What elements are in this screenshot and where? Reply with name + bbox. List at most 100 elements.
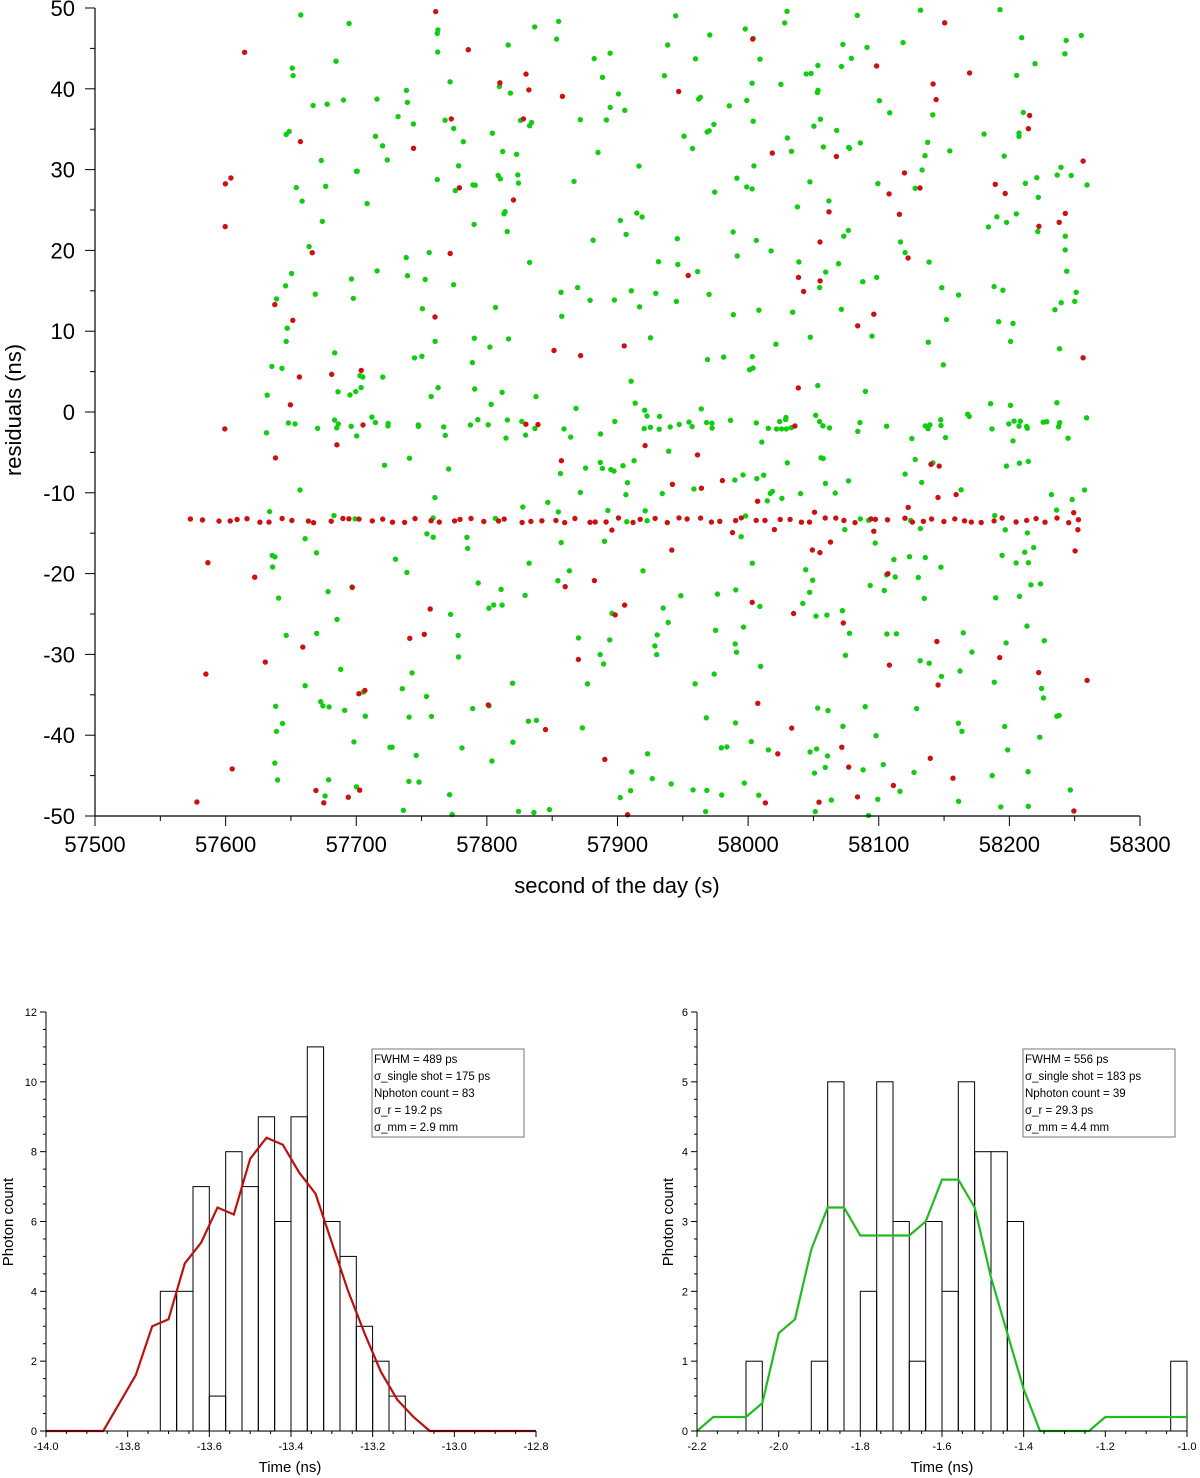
stat-sigma-single-shot: σ_single shot = 175 ps [374, 1071, 490, 1083]
scatter-point-green [292, 421, 298, 427]
scatter-point-red [941, 518, 947, 525]
scatter-point-green [740, 624, 747, 630]
histogram-x-tick-label: -13.4 [278, 1441, 303, 1453]
scatter-point-green [897, 239, 904, 245]
scatter-point-red [539, 518, 545, 524]
scatter-point-red [991, 518, 997, 524]
scatter-point-red [1033, 515, 1039, 522]
scatter-point-green [820, 423, 826, 429]
scatter-point-green [406, 714, 412, 720]
scatter-point-green [826, 425, 833, 431]
histogram-x-tick-label: -13.8 [115, 1441, 140, 1453]
scatter-point-green [1072, 298, 1078, 305]
scatter-point-green [733, 587, 739, 593]
scatter-point-green [824, 612, 830, 618]
scatter-point-green [348, 423, 354, 429]
scatter-point-red [934, 638, 940, 645]
histogram-red-x-axis-label: Time (ns) [259, 1459, 322, 1476]
scatter-point-green [533, 393, 539, 400]
scatter-point-green [734, 175, 740, 181]
scatter-point-green [353, 168, 360, 174]
scatter-point-red [436, 519, 442, 525]
scatter-point-green [507, 90, 514, 96]
scatter-point-green [460, 139, 466, 145]
scatter-point-red [572, 515, 578, 522]
scatter-point-red [868, 516, 874, 522]
scatter-point-red [575, 656, 582, 663]
scatter-point-red [287, 402, 294, 408]
scatter-point-red [762, 517, 768, 524]
histogram-y-tick-label: 2 [682, 1286, 688, 1298]
scatter-point-green [1067, 787, 1074, 793]
scatter-point-red [457, 516, 463, 523]
scatter-point-green [854, 12, 860, 19]
scatter-point-green [302, 683, 308, 689]
scatter-point-green [1040, 695, 1047, 701]
scatter-point-green [823, 269, 829, 275]
scatter-point-red [526, 87, 532, 93]
scatter-point-green [711, 121, 717, 128]
scatter-point-green [435, 385, 441, 391]
scatter-point-green [759, 439, 765, 445]
scatter-point-red [852, 519, 858, 526]
scatter-point-green [384, 157, 390, 163]
scatter-point-green [424, 531, 430, 537]
histogram-x-tick-label: -13.2 [360, 1441, 385, 1453]
scatter-point-red [917, 185, 923, 191]
scatter-point-red [795, 385, 801, 391]
scatter-point-green [940, 362, 946, 368]
scatter-point-green [691, 486, 697, 492]
histogram-green-panel: -2.2 -2.0 -1.8 -1.6 -1.4 -1.2 -1.0 0 1 2 3 4 5 6 FWHM… [660, 1007, 1196, 1476]
scatter-point-red [523, 71, 529, 77]
scatter-point-green [938, 673, 945, 680]
scatter-point-green [749, 186, 755, 192]
scatter-point-red [228, 175, 234, 181]
scatter-point-green [955, 798, 962, 804]
histogram-bar [208, 1395, 227, 1432]
scatter-point-green [406, 455, 413, 461]
scatter-point-red [754, 498, 761, 504]
scatter-point-green [611, 297, 618, 303]
scatter-point-red [313, 787, 319, 794]
scatter-point-red [241, 49, 248, 55]
scatter-point-red [1071, 808, 1077, 814]
scatter-point-green [661, 73, 668, 79]
scatter-point-green [846, 630, 853, 636]
scatter-y-tick-label: -30 [43, 642, 75, 667]
scatter-point-red [448, 116, 454, 122]
scatter-point-green [750, 118, 756, 124]
scatter-point-green [492, 304, 499, 311]
scatter-point-red [811, 509, 818, 515]
scatter-point-red [997, 654, 1003, 661]
scatter-point-red [992, 181, 998, 187]
scatter-point-red [896, 211, 903, 217]
scatter-point-green [532, 24, 538, 30]
scatter-point-green [749, 560, 755, 566]
scatter-x-tick-label: 57500 [64, 832, 125, 857]
scatter-y-tick-label: -20 [43, 562, 75, 587]
scatter-point-red [407, 635, 413, 641]
scatter-point-green [875, 180, 881, 187]
scatter-point-green [712, 627, 719, 633]
scatter-x-tick-label: 58100 [848, 832, 909, 857]
scatter-point-green [1058, 164, 1064, 170]
scatter-point-green [410, 121, 417, 127]
scatter-point-green [938, 564, 944, 570]
scatter-point-red [755, 700, 761, 706]
scatter-point-green [813, 746, 820, 752]
scatter-point-red [732, 517, 739, 524]
scatter-point-green [353, 388, 359, 395]
scatter-point-green [807, 334, 813, 340]
scatter-point-green [279, 720, 286, 727]
scatter-point-green [1041, 638, 1048, 644]
histogram-bar [306, 1046, 325, 1432]
scatter-point-green [312, 291, 318, 297]
scatter-point-red [297, 138, 304, 145]
scatter-point-green [1011, 418, 1017, 424]
scatter-point-green [1040, 419, 1046, 425]
scatter-point-green [656, 426, 662, 432]
scatter-point-green [820, 144, 827, 150]
scatter-point-red [968, 519, 974, 525]
scatter-point-green [573, 405, 579, 412]
scatter-point-red [389, 519, 396, 525]
